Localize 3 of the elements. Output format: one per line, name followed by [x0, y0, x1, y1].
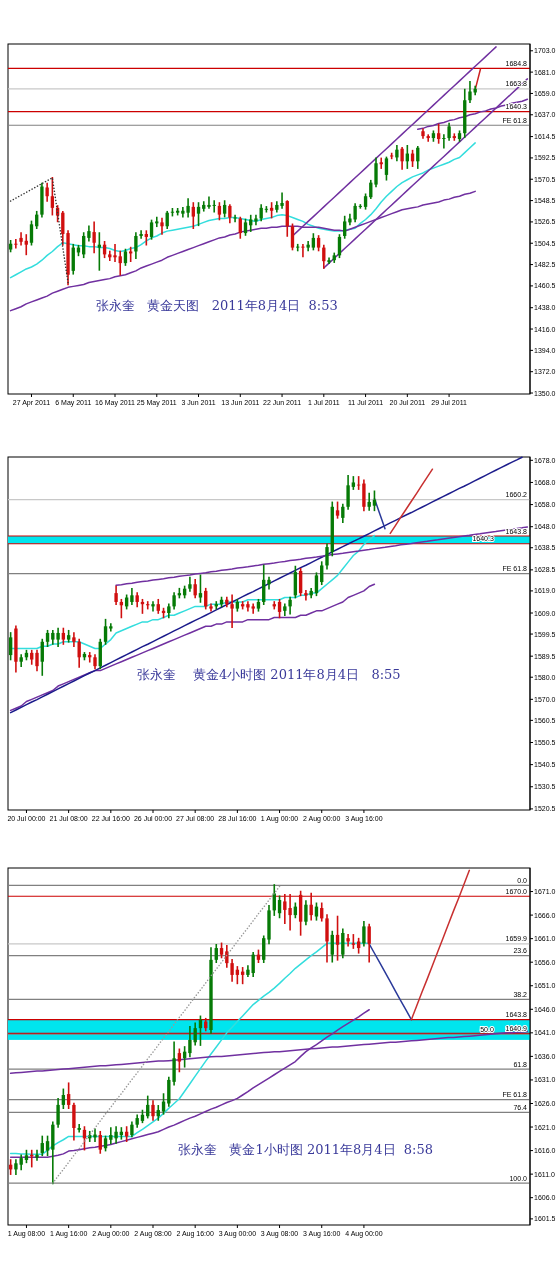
annotation: 张永奎 黄金天图 2011年8月4日 8:53	[95, 298, 338, 313]
annotation: 张永奎 黄金1小时图 2011年8月4日 8:58	[178, 1141, 433, 1157]
annotation: 张永奎 黄金4小时图 2011年8月4日 8:55	[137, 667, 401, 683]
